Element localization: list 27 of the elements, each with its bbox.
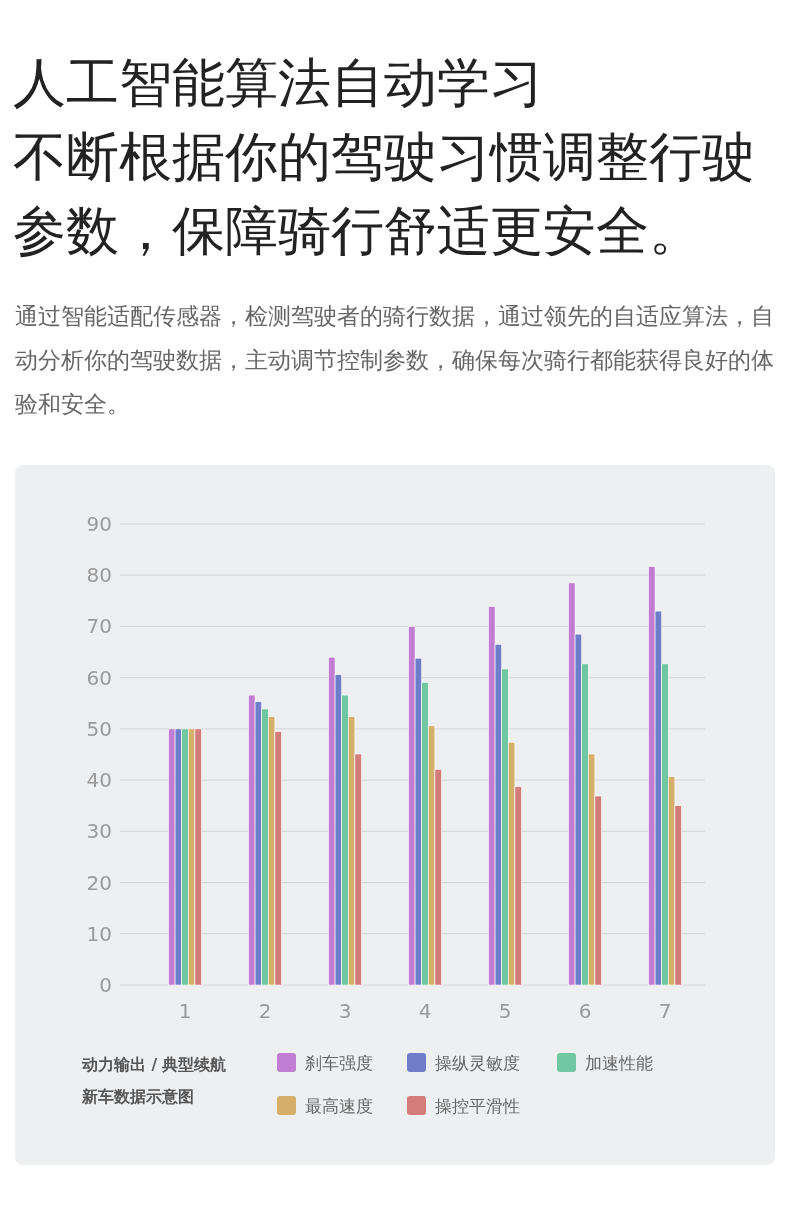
y-tick-label: 40: [86, 768, 112, 793]
legend-label: 操控平滑性: [435, 1097, 520, 1116]
y-tick-label: 10: [86, 921, 112, 946]
x-tick-label: 1: [178, 999, 192, 1023]
y-tick-label: 60: [86, 665, 112, 690]
y-tick-label: 70: [86, 614, 112, 639]
text: 新车数据示意图: [81, 1088, 194, 1106]
text: 通过智能适配传感器，检测驾驶者的骑行数据，通过领先的自适应算法，自动分析你的驾驶数据，主动调节控制参数，确保每次骑行都能获得良好的体验和安全。: [15, 302, 775, 419]
x-tick-label: 6: [578, 999, 592, 1023]
y-tick-label: 30: [86, 819, 112, 844]
x-tick-label: 7: [658, 999, 672, 1023]
x-tick-label: 5: [498, 999, 512, 1023]
legend-label: 操纵灵敏度: [435, 1054, 520, 1073]
x-tick-label: 4: [418, 999, 432, 1023]
legend-label: 刹车强度: [305, 1054, 373, 1073]
x-tick-label: 3: [338, 999, 352, 1023]
y-tick-label: 0: [99, 973, 112, 997]
chart-title: 人工智能算法自动学习: [13, 51, 544, 115]
chart-subtitle: 不断根据你的驾驶习惯调整行驶参数，保障骑行舒适更安全。: [13, 125, 756, 263]
y-tick-label: 80: [86, 563, 112, 588]
y-tick-label: 20: [86, 870, 112, 895]
legend-label: 加速性能: [585, 1054, 653, 1073]
text: 动力输出 / 典型续航: [81, 1056, 227, 1074]
y-tick-label: 90: [86, 512, 112, 536]
legend-label: 最高速度: [305, 1097, 373, 1116]
x-tick-label: 2: [258, 999, 272, 1023]
y-tick-label: 50: [86, 716, 112, 741]
